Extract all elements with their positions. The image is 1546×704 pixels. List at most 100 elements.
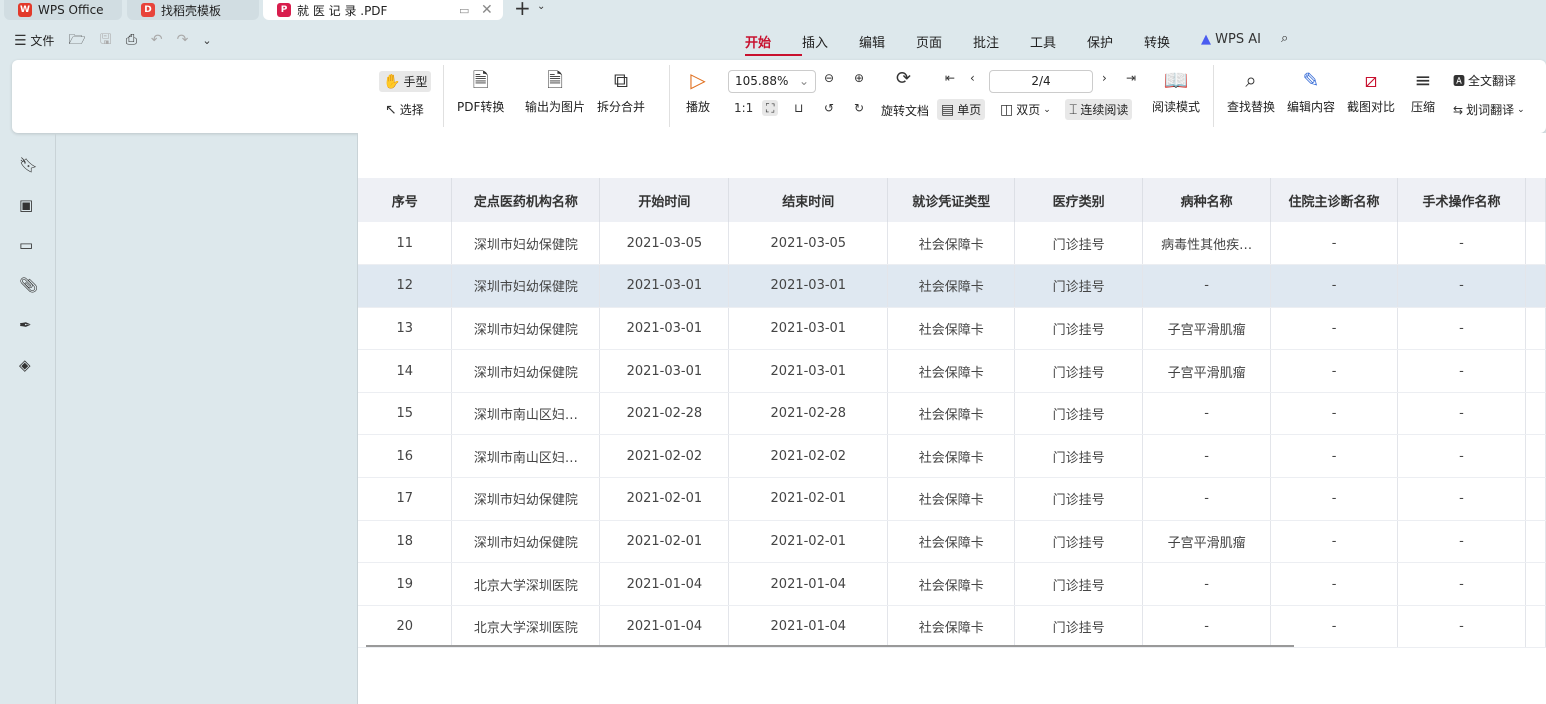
last-page-icon[interactable]: ⇥ — [1126, 71, 1137, 85]
attachment-icon[interactable]: 📎︎ — [19, 276, 39, 294]
fit-page-icon[interactable]: ⛶ — [762, 100, 779, 116]
main-menu: 开始 插入 编辑 页面 批注 工具 保护 转换 ▲ WPS AI ⌕ — [745, 32, 1338, 56]
rotate-right-icon[interactable]: ↻ — [854, 101, 865, 115]
table-cell: - — [1142, 562, 1272, 606]
read-mode-button[interactable]: 📖 阅读模式 — [1152, 70, 1200, 115]
continuous-icon: ⌶ — [1069, 101, 1078, 118]
zoom-in-icon[interactable]: ⊕ — [854, 71, 865, 85]
table-row[interactable]: 20 北京大学深圳医院 2021-01-04 2021-01-04 社会保障卡 门诊挂号 -… — [358, 605, 1546, 649]
edit-content-button[interactable]: ✎ 编辑内容 — [1287, 70, 1335, 115]
chevron-down-icon[interactable]: ⌄ — [202, 33, 212, 47]
page-number-input[interactable]: 2/4 — [989, 70, 1093, 93]
table-cell-extra — [1525, 307, 1546, 351]
play-button[interactable]: ▷ 播放 — [686, 70, 710, 115]
thumbnail-icon[interactable]: ▣ — [19, 196, 34, 214]
table-row[interactable]: 13 深圳市妇幼保健院 2021-03-01 2021-03-01 社会保障卡 门诊挂号子… — [358, 307, 1546, 351]
select-tool-button[interactable]: ↖ 选择 — [385, 101, 424, 118]
zoom-out-icon[interactable]: ⊖ — [824, 71, 835, 85]
bookmark-icon[interactable]: 🔖︎ — [19, 156, 39, 174]
file-menu[interactable]: ☰ 文件 — [14, 32, 54, 49]
comment-icon[interactable]: ▭ — [19, 236, 34, 254]
table-cell: - — [1397, 562, 1526, 606]
pdf-convert-button[interactable]: 🗎 PDF转换 — [457, 70, 504, 115]
new-tab-icon[interactable]: + — [514, 0, 531, 20]
table-cell: 2021-03-01 — [599, 307, 730, 351]
table-cell: 子宫平滑肌瘤 — [1142, 520, 1272, 564]
close-tab-icon[interactable]: ✕ — [481, 2, 493, 18]
table-cell: 2021-01-04 — [599, 605, 730, 649]
table-cell: 11 — [358, 222, 453, 266]
table-row[interactable]: 15 深圳市南山区妇… 2021-02-28 2021-02-28 社会保障卡 门诊挂号 -… — [358, 392, 1546, 436]
layers-icon[interactable]: ◈ — [19, 356, 31, 374]
word-translate-button[interactable]: ⇆ 划词翻译 ⌄ — [1453, 101, 1525, 118]
prev-page-icon[interactable]: ‹ — [970, 71, 975, 85]
table-cell: - — [1142, 477, 1272, 521]
zoom-select[interactable]: 105.88% ⌄ — [728, 70, 816, 93]
tab-pdf-document[interactable]: P 就 医 记 录 .PDF ▭ ✕ — [263, 0, 503, 20]
first-page-icon[interactable]: ⇤ — [945, 71, 956, 85]
tab-label: 找稻壳模板 — [161, 3, 222, 18]
fit-width-icon[interactable]: ⊔ — [794, 101, 804, 115]
tab-wps-office[interactable]: W WPS Office — [4, 0, 122, 20]
label: 查找替换 — [1227, 100, 1276, 114]
table-cell: 深圳市妇幼保健院 — [451, 349, 601, 393]
table-row[interactable]: 17 深圳市妇幼保健院 2021-02-01 2021-02-01 社会保障卡 门诊挂号 -… — [358, 477, 1546, 521]
table-row[interactable]: 16 深圳市南山区妇… 2021-02-02 2021-02-02 社会保障卡 门诊挂号 -… — [358, 434, 1546, 479]
find-replace-button[interactable]: ⌕ 查找替换 — [1227, 70, 1275, 115]
redo-icon[interactable]: ↷ — [176, 32, 189, 48]
table-cell: 2021-03-05 — [728, 222, 889, 266]
table-row[interactable]: 18 深圳市妇幼保健院 2021-02-01 2021-02-01 社会保障卡 门诊挂号子… — [358, 520, 1546, 564]
menu-annotate[interactable]: 批注 — [973, 36, 1000, 51]
open-folder-icon[interactable]: 🗁 — [68, 32, 86, 48]
print-icon[interactable]: ⎙ — [125, 32, 137, 48]
table-cell: 深圳市南山区妇… — [451, 392, 601, 436]
double-page-button[interactable]: ◫ 双页 ⌄ — [1000, 101, 1051, 118]
search-icon[interactable]: ⌕ — [1281, 31, 1289, 46]
next-page-icon[interactable]: › — [1102, 71, 1107, 85]
hand-tool-button[interactable]: ✋ 手型 — [379, 71, 432, 92]
compress-button[interactable]: ≡ 压缩 — [1411, 70, 1435, 115]
double-page-icon: ◫ — [1000, 101, 1014, 118]
single-page-button[interactable]: ▤ 单页 — [937, 99, 986, 120]
table-cell: 14 — [358, 349, 453, 393]
divider — [669, 65, 670, 127]
table-cell: 门诊挂号 — [1014, 222, 1144, 266]
signature-icon[interactable]: ✒ — [19, 316, 32, 334]
menu-wps-ai[interactable]: ▲ WPS AI — [1201, 32, 1281, 56]
docer-logo-icon: D — [141, 3, 155, 17]
tab-bar: W WPS Office D 找稻壳模板 P 就 医 记 录 .PDF ▭ ✕ + ⌄ — [0, 0, 1546, 20]
table-row[interactable]: 14 深圳市妇幼保健院 2021-03-01 2021-03-01 社会保障卡 门诊挂号子… — [358, 349, 1546, 393]
table-row[interactable]: 12 深圳市妇幼保健院 2021-03-01 2021-03-01 社会保障卡 门诊挂号 -… — [358, 264, 1546, 308]
wps-logo-icon: W — [18, 3, 32, 17]
menu-convert[interactable]: 转换 — [1144, 36, 1171, 51]
undo-icon[interactable]: ↶ — [150, 32, 163, 48]
tab-templates[interactable]: D 找稻壳模板 — [127, 0, 259, 20]
menu-tools[interactable]: 工具 — [1030, 36, 1057, 51]
save-icon[interactable]: 🖫 — [99, 32, 112, 48]
actual-size-icon[interactable]: 1:1 — [734, 101, 754, 115]
menu-start[interactable]: 开始 — [745, 32, 802, 56]
menu-insert[interactable]: 插入 — [802, 36, 829, 51]
table-bottom-line — [366, 645, 1294, 647]
export-image-button[interactable]: 🗎 输出为图片 — [525, 70, 585, 115]
continuous-read-button[interactable]: ⌶ 连续阅读 — [1065, 99, 1133, 120]
label: 划词翻译 — [1466, 103, 1515, 117]
label: 阅读模式 — [1152, 100, 1201, 114]
chevron-down-icon[interactable]: ⌄ — [537, 1, 546, 12]
full-translate-button[interactable]: 🅰 全文翻译 — [1453, 72, 1516, 89]
menu-protect[interactable]: 保护 — [1087, 36, 1114, 51]
screenshot-compare-button[interactable]: ⧄ 截图对比 — [1347, 70, 1395, 115]
split-merge-button[interactable]: ⧉ 拆分合并 — [597, 70, 645, 115]
image-export-icon: 🗎 — [546, 68, 564, 92]
single-page-icon: ▤ — [941, 101, 955, 118]
rotate-left-icon[interactable]: ↺ — [824, 101, 835, 115]
window-icon[interactable]: ▭ — [459, 3, 470, 17]
table-row[interactable]: 11 深圳市妇幼保健院 2021-03-05 2021-03-05 社会保障卡 门诊挂号病… — [358, 222, 1546, 266]
table-cell-extra — [1525, 349, 1546, 393]
table-row[interactable]: 19 北京大学深圳医院 2021-01-04 2021-01-04 社会保障卡 门诊挂号 -… — [358, 562, 1546, 606]
rotate-document-button[interactable]: 旋转文档 — [881, 104, 930, 118]
rotate-icon[interactable]: ⟳ — [896, 68, 912, 89]
menu-page[interactable]: 页面 — [916, 36, 943, 51]
menu-edit[interactable]: 编辑 — [859, 36, 886, 51]
table-cell: 门诊挂号 — [1014, 307, 1144, 351]
